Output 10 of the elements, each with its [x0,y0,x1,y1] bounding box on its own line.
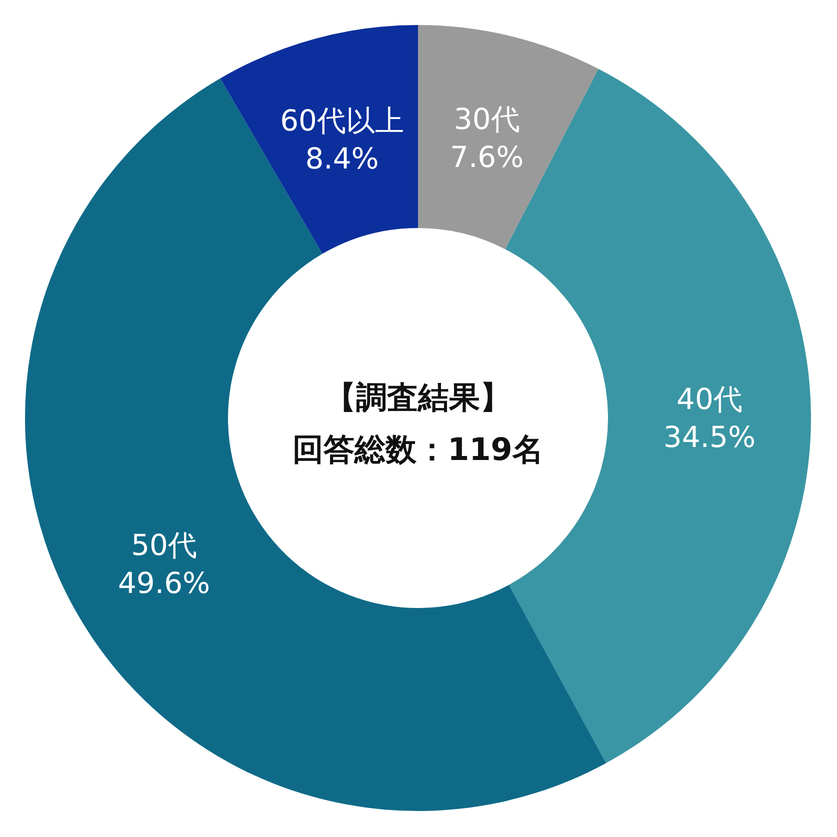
data-label: 49.6% [118,566,210,600]
slice-label: 60代以上 [280,104,404,138]
slice-label: 50代 [131,528,197,562]
data-label: 34.5% [663,420,756,454]
slice-label: 40代 [676,382,742,416]
text: 回答総数：119名 [292,432,544,468]
data-label: 7.6% [450,140,524,174]
slice-label: 30代 [454,102,520,136]
text: 【調査結果】 [325,380,511,416]
data-label: 8.4% [305,142,379,176]
